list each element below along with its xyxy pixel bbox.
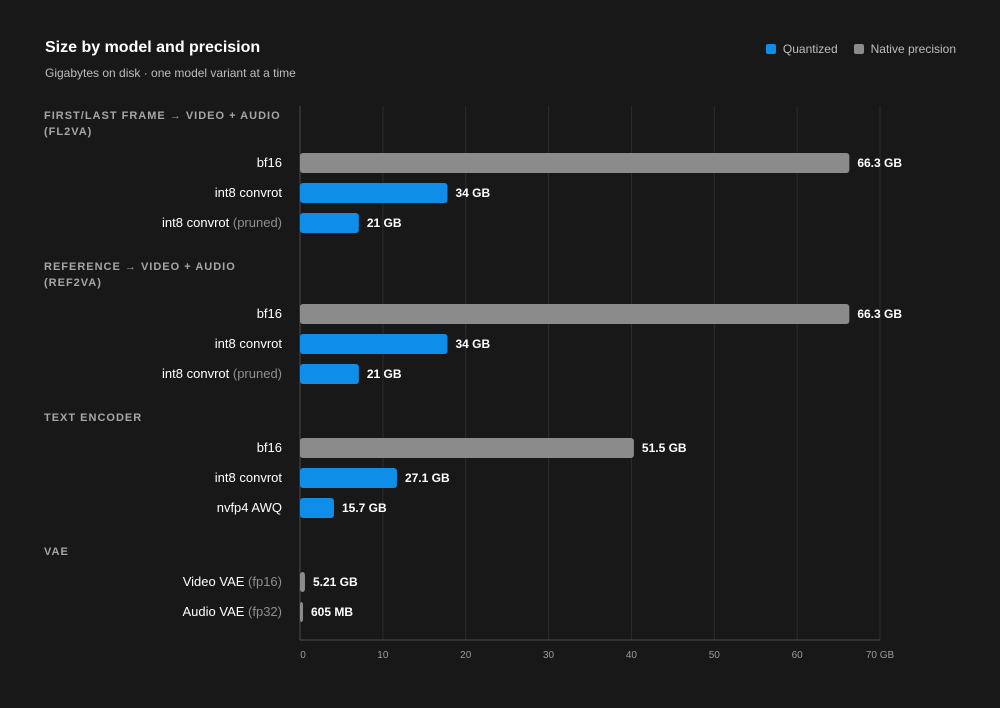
value-label: 34 GB	[455, 337, 490, 351]
x-tick-label: 30	[543, 650, 555, 661]
bar-label-qualifier: (pruned)	[229, 366, 282, 381]
bar-label-name: Audio VAE	[183, 604, 245, 619]
legend-label-quantized: Quantized	[782, 42, 838, 56]
bar-label-name: bf16	[257, 306, 282, 321]
bar-quantized[interactable]	[300, 468, 397, 488]
bar-native[interactable]	[300, 572, 305, 592]
chart-legend: Quantized Native precision	[765, 42, 956, 56]
value-label: 34 GB	[455, 186, 490, 200]
x-tick-label: 20	[460, 650, 472, 661]
group-label: FIRST/LAST FRAME → VIDEO + AUDIO	[44, 110, 281, 122]
chart-subtitle: Gigabytes on disk · one model variant at…	[45, 66, 296, 80]
legend-swatch-native	[853, 44, 864, 54]
bar-native[interactable]	[300, 602, 303, 622]
bar-label-qualifier: (fp16)	[244, 574, 282, 589]
bar-label-name: Video VAE	[183, 574, 245, 589]
group-sublabel: (FL2VA)	[44, 126, 92, 138]
bar-label-name: bf16	[257, 440, 282, 455]
legend-item-native[interactable]: Native precision	[853, 42, 956, 56]
bar-quantized[interactable]	[300, 498, 334, 518]
bar-label: int8 convrot (pruned)	[162, 366, 282, 381]
x-tick-label: 60	[792, 650, 804, 661]
bar-quantized[interactable]	[300, 183, 448, 203]
bar-label-name: int8 convrot	[162, 215, 230, 230]
bar-label-name: bf16	[257, 155, 282, 170]
bar-label: int8 convrot	[215, 470, 283, 485]
bar-label: nvfp4 AWQ	[217, 500, 282, 515]
bar-quantized[interactable]	[300, 364, 359, 384]
value-label: 5.21 GB	[313, 575, 358, 589]
bar-quantized[interactable]	[300, 213, 359, 233]
bar-label-name: int8 convrot	[215, 185, 283, 200]
x-tick-label: 50	[709, 650, 721, 661]
bar-label-name: int8 convrot	[215, 470, 283, 485]
group-label: TEXT ENCODER	[44, 412, 142, 424]
bar-label: Video VAE (fp16)	[183, 574, 282, 589]
bar-native[interactable]	[300, 304, 850, 324]
bar-label: int8 convrot	[215, 336, 283, 351]
value-label: 15.7 GB	[342, 501, 387, 515]
group-label: REFERENCE → VIDEO + AUDIO	[44, 261, 236, 273]
x-tick-label: 0	[300, 650, 306, 661]
bar-label: bf16	[257, 155, 282, 170]
bar-label: bf16	[257, 440, 282, 455]
chart-title: Size by model and precision	[45, 39, 261, 56]
bar-label: bf16	[257, 306, 282, 321]
bar-label-name: int8 convrot	[215, 336, 283, 351]
bar-native[interactable]	[300, 438, 634, 458]
value-label: 66.3 GB	[857, 156, 902, 170]
value-label: 27.1 GB	[405, 471, 450, 485]
bar-label-qualifier: (fp32)	[244, 604, 282, 619]
bar-label: int8 convrot (pruned)	[162, 215, 282, 230]
bar-native[interactable]	[300, 153, 850, 173]
legend-label-native: Native precision	[870, 42, 956, 56]
value-label: 605 MB	[311, 605, 353, 619]
bar-label-name: nvfp4 AWQ	[217, 500, 282, 515]
bar-label-qualifier: (pruned)	[229, 215, 282, 230]
bar-label: int8 convrot	[215, 185, 283, 200]
bar-label: Audio VAE (fp32)	[183, 604, 283, 619]
value-label: 66.3 GB	[857, 307, 902, 321]
x-tick-label: 10	[377, 650, 389, 661]
legend-item-quantized[interactable]: Quantized	[765, 42, 838, 56]
value-label: 21 GB	[367, 367, 402, 381]
x-tick-label: 70 GB	[866, 650, 895, 661]
legend-swatch-quantized	[765, 44, 776, 54]
group-sublabel: (REF2VA)	[44, 277, 102, 289]
value-label: 51.5 GB	[642, 441, 687, 455]
bar-quantized[interactable]	[300, 334, 448, 354]
group-label: VAE	[44, 546, 69, 558]
bar-label-name: int8 convrot	[162, 366, 230, 381]
x-tick-label: 40	[626, 650, 638, 661]
value-label: 21 GB	[367, 216, 402, 230]
